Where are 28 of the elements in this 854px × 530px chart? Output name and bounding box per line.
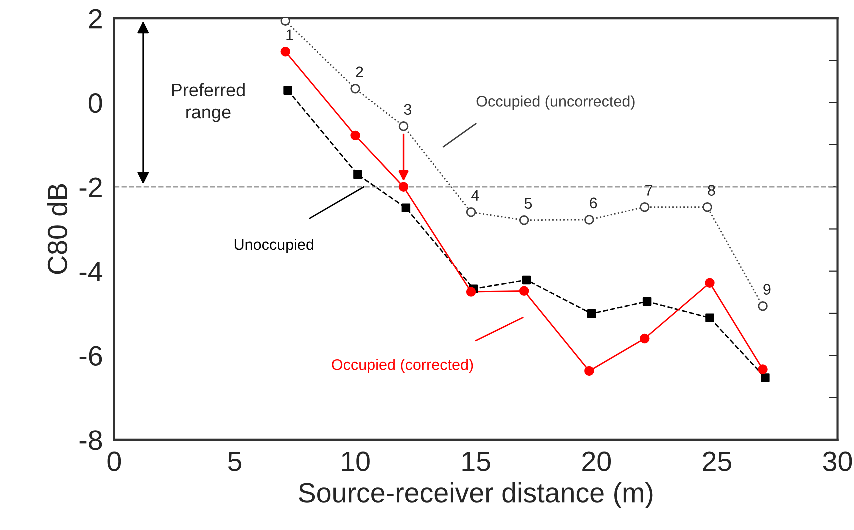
annotation: 6 [590,198,598,209]
annotation: 4 [472,190,480,201]
text: Unoccupied [234,238,314,254]
x-tick-label: 10 [342,452,370,472]
annotation: 9 [764,284,771,295]
annotation: 3 [404,104,412,116]
x-tick-label: 15 [462,452,490,472]
annotation: 5 [524,198,532,210]
y-tick-label: 0 [88,93,102,114]
x-tick-label: 5 [228,452,242,472]
x-tick-label: 20 [582,452,612,472]
y-tick-label: -4 [80,262,103,282]
text: Occupied (corrected) [332,359,474,374]
annotation: Preferred range [172,83,245,122]
text: Occupied (uncorrected) [476,96,635,110]
annotation: 1 [286,30,294,40]
x-axis-title: Source-receiver distance (m) [299,482,653,508]
y-tick-label: -6 [80,346,102,366]
x-tick-label: 0 [108,452,122,472]
y-axis-title: C80 dB [47,184,68,274]
annotation: 8 [708,185,716,196]
x-tick-label: 30 [823,452,852,472]
y-tick-label: -8 [80,430,102,450]
y-tick-label: 2 [89,9,102,29]
x-tick-label: 25 [703,452,732,472]
y-tick-label: -2 [80,178,102,198]
annotation: 2 [356,66,364,78]
annotation: 7 [646,185,653,196]
